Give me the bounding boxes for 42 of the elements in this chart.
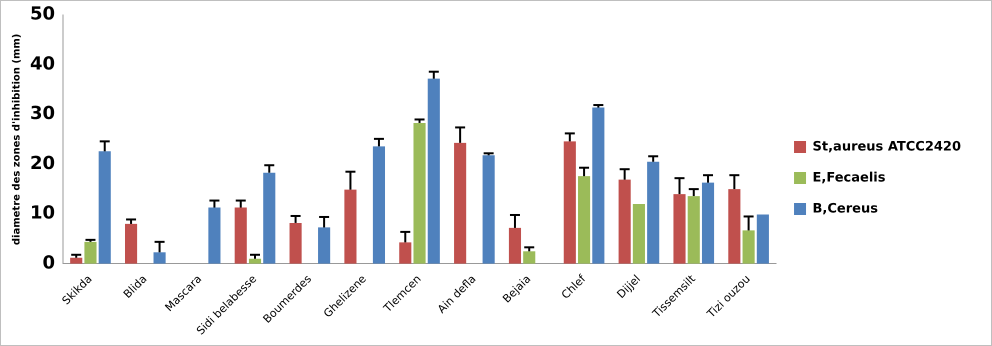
y-tick-label: 30 xyxy=(30,103,56,124)
bar xyxy=(592,108,604,264)
bar xyxy=(98,151,111,264)
bar xyxy=(482,155,495,264)
bar xyxy=(728,189,740,264)
bar xyxy=(523,251,536,264)
y-tick-label: 10 xyxy=(30,202,56,224)
bar xyxy=(454,142,466,264)
legend-label: St,aureus ATCC2420 xyxy=(812,139,962,154)
bar xyxy=(84,242,97,264)
bar xyxy=(742,230,755,264)
bar xyxy=(413,122,426,264)
bar xyxy=(647,162,660,264)
bar xyxy=(344,190,356,264)
y-tick-label: 20 xyxy=(30,152,56,174)
bar xyxy=(756,214,769,264)
y-tick-label: 50 xyxy=(30,4,56,25)
bar xyxy=(124,224,138,264)
bar xyxy=(290,222,302,264)
bar xyxy=(248,258,262,264)
bar xyxy=(578,176,590,264)
bar xyxy=(154,252,166,264)
bar xyxy=(428,78,440,264)
bar xyxy=(632,204,645,264)
y-tick-label: 40 xyxy=(30,53,56,74)
bar xyxy=(673,194,686,264)
bar xyxy=(399,242,412,264)
bar xyxy=(70,258,82,264)
bar xyxy=(618,180,631,264)
y-tick-label: 0 xyxy=(42,252,56,274)
bar xyxy=(208,208,220,264)
bar xyxy=(234,208,247,264)
bar xyxy=(372,146,386,264)
bar xyxy=(688,196,700,264)
legend-label: E,Fecaelis xyxy=(812,170,886,186)
bar xyxy=(263,172,276,264)
y-axis-title: diametre des zones d'inhibition (mm) xyxy=(12,34,23,246)
bar xyxy=(508,228,522,264)
legend-label: B,Cereus xyxy=(812,201,878,216)
bar xyxy=(318,227,330,264)
bar xyxy=(564,141,576,264)
bar xyxy=(702,182,714,264)
